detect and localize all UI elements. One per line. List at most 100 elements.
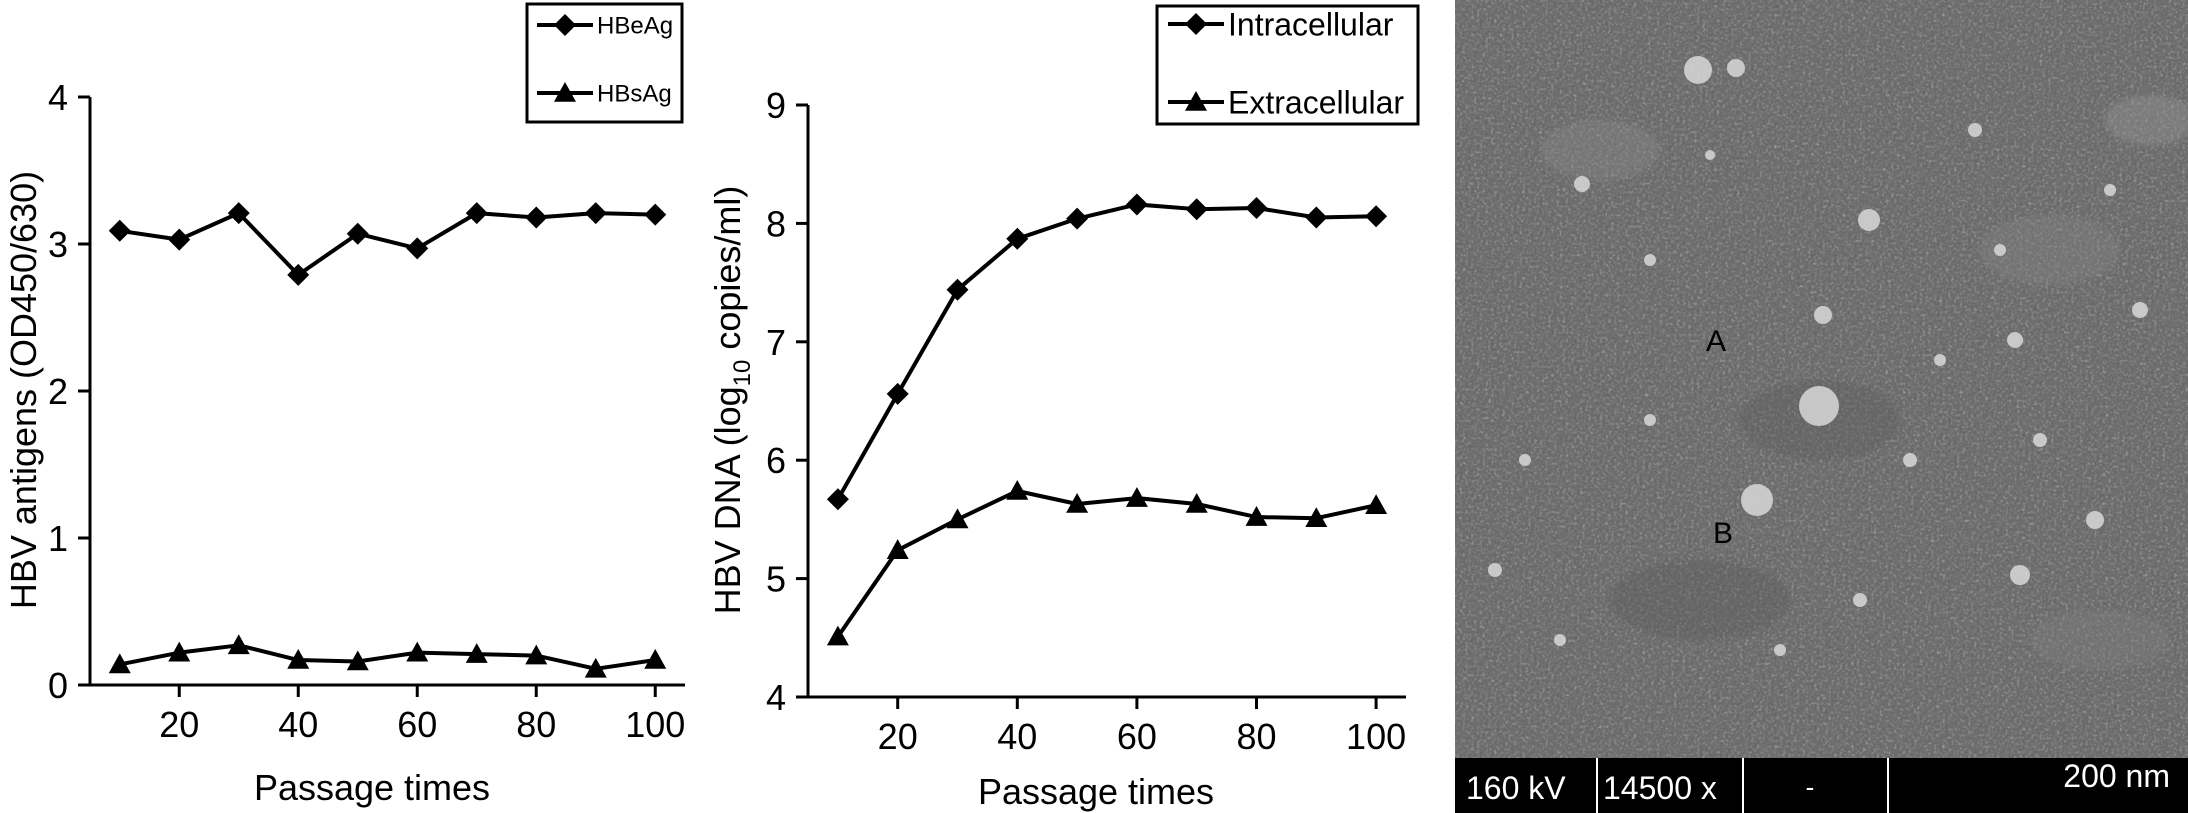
data-point-hbeag (406, 237, 429, 260)
y-tick-label: 4 (48, 77, 68, 118)
series-intracellular (826, 193, 1388, 511)
series-line-hbeag (119, 211, 656, 277)
virus-particle (1554, 634, 1566, 646)
data-point-intracellular (1185, 198, 1208, 221)
virus-particle (1644, 254, 1656, 266)
particle-label-b: B (1713, 517, 1733, 550)
data-point-hbeag (287, 263, 310, 286)
data-point-intracellular (1305, 206, 1328, 229)
virus-particle (1741, 484, 1773, 516)
y-tick-label: 9 (766, 85, 786, 126)
data-point-extracellular (826, 625, 849, 646)
data-point-hbsag (108, 653, 131, 674)
data-point-hbsag (346, 650, 369, 671)
electron-micrograph: A B 160 kV 14500 x - 200 nm (1455, 0, 2188, 813)
data-point-extracellular (1125, 487, 1148, 507)
particle-label-a: A (1706, 325, 1726, 358)
y-tick-label: 8 (766, 203, 786, 244)
chart2-x-axis-title: Passage times (978, 771, 1214, 812)
data-point-hbeag (346, 222, 369, 245)
data-point-hbsag (644, 649, 667, 669)
data-point-extracellular (1006, 479, 1029, 500)
x-tick-label: 40 (278, 704, 318, 745)
virus-particle (2104, 184, 2116, 196)
data-point-extracellular (946, 508, 969, 529)
y-tick-label: 1 (48, 518, 68, 559)
virus-particle (1858, 209, 1880, 231)
virus-particle (2033, 433, 2047, 447)
x-tick-label: 20 (159, 704, 199, 745)
data-point-hbeag (525, 206, 548, 229)
dna-chart: 4 5 6 7 8 9 20 40 60 80 100 Passage times HBV DNA… (707, 4, 1420, 812)
data-point-hbeag (644, 203, 667, 226)
data-point-hbeag (168, 228, 191, 251)
x-tick-label: 60 (397, 704, 437, 745)
data-point-extracellular (1245, 506, 1268, 526)
virus-particle (1814, 306, 1832, 324)
y-tick-label: 5 (766, 559, 786, 600)
data-point-hbeag (465, 202, 488, 225)
scale-dash: - (1806, 772, 1815, 802)
data-point-intracellular (1066, 207, 1089, 230)
x-tick-label: 20 (878, 716, 918, 757)
data-point-intracellular (1245, 197, 1268, 220)
legend-label-extracellular: Extracellular (1228, 85, 1404, 121)
x-tick-label: 80 (516, 704, 556, 745)
virus-particle (1853, 593, 1867, 607)
chart1-x-axis-title: Passage times (254, 767, 490, 808)
micrograph-texture (1540, 95, 2188, 670)
virus-particle (1727, 59, 1745, 77)
x-tick-label: 60 (1117, 716, 1157, 757)
virus-particle (2010, 565, 2030, 585)
chart2-y-title-suffix: copies/ml) (707, 186, 748, 360)
legend-label-hbsag: HBsAg (597, 81, 672, 108)
virus-particles (1488, 56, 2148, 656)
data-point-intracellular (1365, 205, 1388, 228)
virus-particle (1994, 244, 2006, 256)
x-tick-label: 80 (1236, 716, 1276, 757)
series-extracellular (826, 479, 1388, 646)
data-point-intracellular (826, 488, 849, 511)
y-tick-label: 4 (766, 677, 786, 718)
data-point-hbeag (227, 202, 250, 225)
virus-particle (2086, 511, 2104, 529)
chart1-legend: HBeAg HBsAg (525, 2, 684, 124)
data-point-hbsag (584, 657, 607, 678)
y-tick-label: 0 (48, 665, 68, 706)
data-point-hbeag (584, 202, 607, 225)
y-tick-label: 7 (766, 322, 786, 363)
virus-particle (1774, 644, 1786, 656)
x-tick-label: 40 (997, 716, 1037, 757)
virus-particle (2007, 332, 2023, 348)
data-point-extracellular (886, 539, 909, 559)
data-point-extracellular (1185, 493, 1208, 513)
x-tick-label: 100 (1346, 716, 1406, 757)
virus-particle (1968, 123, 1982, 137)
info-bar-background (1455, 758, 2188, 813)
data-point-hbeag (108, 219, 131, 242)
micrograph-info-bar: 160 kV 14500 x - 200 nm (1455, 758, 2188, 813)
y-tick-label: 3 (48, 224, 68, 265)
data-point-hbsag (227, 634, 250, 655)
data-point-intracellular (1006, 227, 1029, 250)
virus-particle (1684, 56, 1712, 84)
y-tick-label: 2 (48, 371, 68, 412)
virus-particle (1488, 563, 1502, 577)
x-tick-label: 100 (625, 704, 685, 745)
virus-particle (1705, 150, 1715, 160)
data-point-hbsag (465, 643, 488, 663)
data-point-intracellular (946, 278, 969, 301)
magnification-readout: 14500 x (1603, 770, 1717, 806)
virus-particle (2132, 302, 2148, 318)
legend-marker-extracellular (1185, 91, 1207, 111)
virus-particle (1574, 176, 1590, 192)
legend-marker-intracellular (1185, 13, 1207, 35)
antigen-chart: 0 1 2 3 4 20 40 60 80 100 Passage times HBV anti… (3, 2, 685, 808)
y-tick-label: 6 (766, 440, 786, 481)
scale-bar-label: 200 nm (2063, 758, 2170, 794)
virus-particle (1799, 386, 1839, 426)
legend-marker-hbsag (554, 82, 576, 102)
legend-label-intracellular: Intracellular (1228, 7, 1394, 43)
virus-particle (1519, 454, 1531, 466)
series-line-intracellular (836, 202, 1377, 501)
